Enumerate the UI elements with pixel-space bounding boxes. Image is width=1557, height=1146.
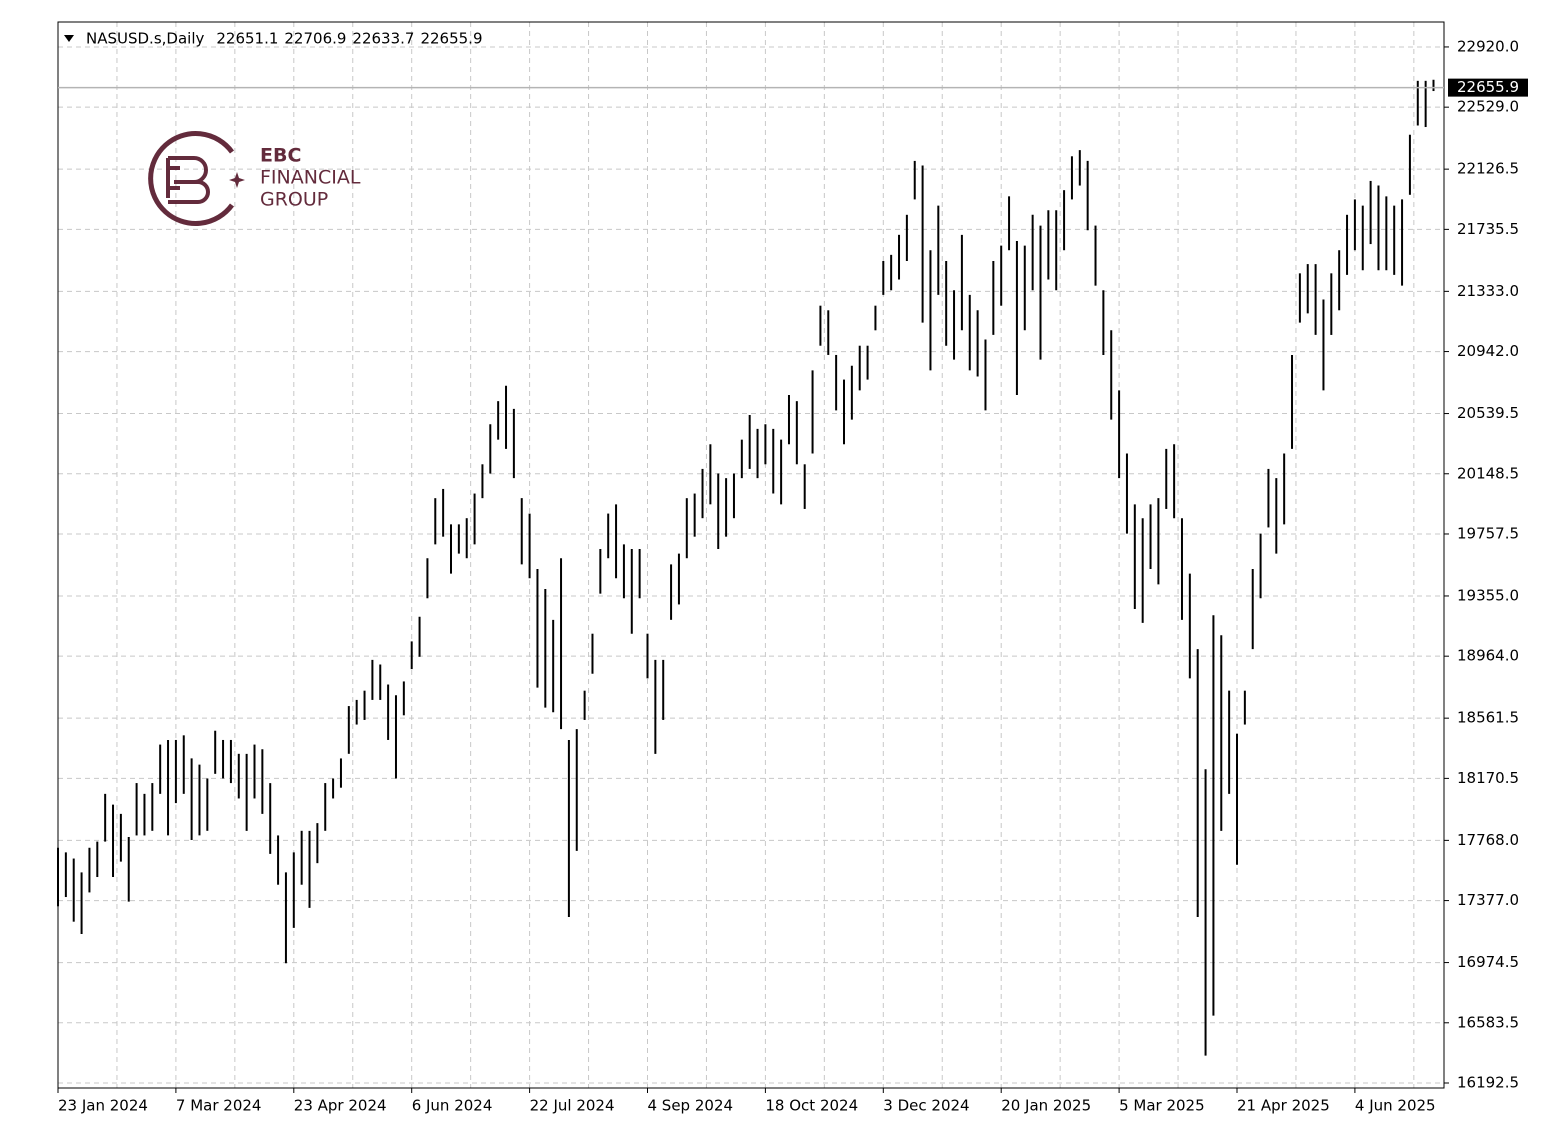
x-tick-label: 5 Mar 2025: [1119, 1097, 1205, 1115]
y-tick-label: 20942.0: [1457, 342, 1519, 360]
header-symbol: NASUSD.s,Daily: [86, 30, 204, 48]
y-tick-label: 18561.5: [1457, 709, 1519, 727]
y-tick-label: 22529.0: [1457, 98, 1519, 116]
logo-letters: [166, 156, 210, 204]
x-tick-label: 6 Jun 2024: [412, 1097, 493, 1115]
y-tick-label: 22920.0: [1457, 37, 1519, 55]
logo-ring: [148, 131, 235, 226]
plot-frame: [57, 21, 1445, 1089]
x-tick-label: 4 Sep 2024: [648, 1097, 734, 1115]
grid: [57, 22, 1444, 1088]
y-tick-label: 19757.5: [1457, 524, 1519, 542]
last-price-box: [1448, 78, 1528, 97]
x-tick-label: 23 Jan 2024: [58, 1097, 148, 1115]
y-tick-label: 17768.0: [1457, 831, 1519, 849]
header-high: 22706.9: [284, 30, 346, 48]
x-tick-label: 7 Mar 2024: [176, 1097, 262, 1115]
x-tick-label: 4 Jun 2025: [1355, 1097, 1436, 1115]
y-tick-label: 17377.0: [1457, 891, 1519, 909]
y-tick-label: 19355.0: [1457, 586, 1519, 604]
x-tick-label: 22 Jul 2024: [530, 1097, 615, 1115]
x-tick-label: 3 Dec 2024: [883, 1097, 969, 1115]
watermark-logo: EBC FINANCIAL GROUP: [148, 131, 361, 226]
y-tick-label: 21333.0: [1457, 282, 1519, 300]
header-low: 22633.7: [352, 30, 414, 48]
y-tick-label: 22126.5: [1457, 160, 1519, 178]
x-tick-label: 21 Apr 2025: [1237, 1097, 1330, 1115]
logo-star: [229, 172, 245, 188]
y-tick-label: 16974.5: [1457, 953, 1519, 971]
x-tick-label: 20 Jan 2025: [1001, 1097, 1091, 1115]
y-tick-label: 18964.0: [1457, 647, 1519, 665]
x-tick-label: 23 Apr 2024: [294, 1097, 387, 1115]
logo-text: EBC: [260, 145, 301, 167]
bars: [57, 79, 1435, 1056]
y-tick-label: 20148.5: [1457, 464, 1519, 482]
last-price-label: 22655.9: [1457, 78, 1519, 96]
y-tick-label: 21735.5: [1457, 220, 1519, 238]
header-close: 22655.9: [420, 30, 482, 48]
header-arrow: [64, 35, 74, 42]
x-tick-label: 18 Oct 2024: [765, 1097, 858, 1115]
y-tick-label: 16192.5: [1457, 1073, 1519, 1091]
y-tick-label: 16583.5: [1457, 1013, 1519, 1031]
logo-text: FINANCIAL: [260, 167, 361, 189]
header-open: 22651.1: [216, 30, 278, 48]
logo-text: GROUP: [260, 189, 328, 211]
y-tick-label: 20539.5: [1457, 404, 1519, 422]
y-tick-label: 18170.5: [1457, 769, 1519, 787]
